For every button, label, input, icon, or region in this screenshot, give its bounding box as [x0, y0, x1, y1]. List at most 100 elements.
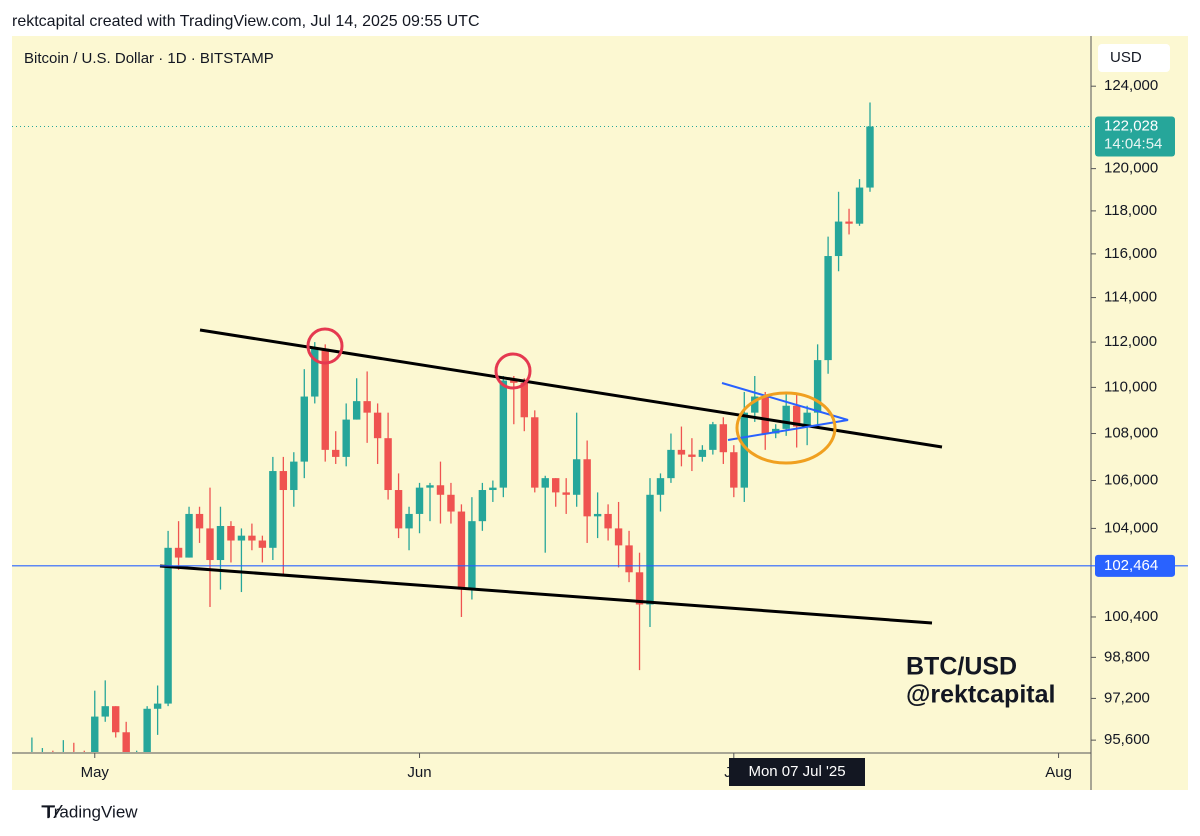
annotation: BTC/USD: [906, 653, 1017, 681]
candle-body: [91, 716, 99, 752]
candle-body: [206, 528, 214, 561]
candles: [31, 102, 874, 752]
y-tick-label: 98,800: [1104, 648, 1150, 665]
annotation: @rektcapital: [906, 681, 1055, 709]
candle-body: [677, 449, 686, 455]
candle-body: [792, 405, 801, 427]
candle-body: [290, 461, 298, 491]
candle-body: [405, 513, 413, 529]
hline-label: 102,464: [1104, 557, 1158, 574]
candle-body: [541, 478, 549, 488]
candle-body: [834, 221, 843, 257]
red-circle: [494, 352, 532, 390]
candle-body: [279, 471, 288, 491]
last-price-label: 122,028: [1104, 117, 1158, 134]
candle-body: [436, 485, 445, 495]
x-tick-label: Aug: [1045, 764, 1072, 781]
candle-body: [667, 449, 675, 479]
candle-body: [153, 703, 162, 709]
y-tick-label: 118,000: [1104, 202, 1157, 219]
candle-body: [237, 535, 246, 541]
candle-body: [740, 412, 748, 488]
orange-ellipse: [735, 391, 837, 465]
y-tick-label: 97,200: [1104, 689, 1150, 706]
y-tick-label: 110,000: [1104, 378, 1157, 395]
candle-body: [635, 572, 644, 605]
candle-body: [531, 417, 539, 488]
candle-body: [751, 396, 759, 413]
candle-body: [855, 187, 864, 224]
drawings: [159, 327, 943, 625]
candle-body: [824, 256, 832, 361]
chart-title: Bitcoin / U.S. Dollar · 1D · BITSTAMP: [24, 50, 274, 67]
candle-body: [478, 490, 487, 522]
candle-body: [625, 545, 633, 573]
candle-body: [552, 478, 560, 493]
candle-body: [195, 513, 204, 529]
candle-body: [813, 360, 822, 413]
candle-body: [614, 528, 623, 546]
candle-body: [457, 511, 466, 590]
y-tick-label: 114,000: [1104, 289, 1157, 306]
candle-body: [782, 405, 790, 429]
header: rektcapital created with TradingView.com…: [12, 13, 480, 30]
candle-body: [384, 438, 392, 491]
candle-body: [572, 459, 581, 495]
x-tick-label: Jun: [407, 764, 431, 781]
y-tick-label: 108,000: [1104, 424, 1158, 441]
candle-body: [311, 348, 319, 397]
y-axis-label: USD: [1110, 49, 1142, 66]
y-tick-label: 112,000: [1104, 333, 1157, 350]
x-tick-label: May: [81, 764, 110, 781]
candle-body: [730, 452, 738, 488]
candle-body: [489, 487, 497, 491]
candle-body: [101, 706, 109, 717]
y-tick-label: 104,000: [1104, 519, 1158, 536]
candle-body: [698, 449, 707, 457]
candle-body: [688, 454, 696, 457]
currency-box: [1098, 44, 1170, 72]
candle-body: [164, 547, 172, 704]
candle-body: [803, 412, 811, 427]
y-tick-label: 95,600: [1104, 731, 1150, 748]
candle-body: [866, 126, 874, 188]
candle-body: [112, 706, 120, 733]
candle-body: [719, 424, 728, 453]
candle-body: [363, 401, 371, 413]
candle-body: [499, 380, 508, 488]
candle-body: [185, 513, 193, 558]
y-tick-label: 100,400: [1104, 608, 1158, 625]
candle-body: [300, 396, 308, 462]
candle-body: [646, 494, 654, 605]
crosshair-label: Mon 07 Jul '25: [748, 763, 845, 780]
candle-body: [143, 708, 151, 752]
logo-mark: ⊤⁄: [40, 802, 63, 822]
candle-body: [761, 396, 769, 434]
candle-body: [468, 521, 476, 590]
candle-body: [394, 490, 403, 529]
candle-body: [174, 547, 183, 558]
candle-body: [709, 424, 717, 450]
candle-body: [248, 535, 256, 541]
red-circle: [306, 327, 344, 365]
candle-body: [426, 485, 434, 488]
candle-body: [604, 513, 612, 529]
y-tick-label: 116,000: [1104, 245, 1157, 262]
candle-body: [122, 732, 130, 752]
candle-body: [321, 348, 329, 450]
candle-body: [373, 412, 382, 439]
candle-body: [332, 449, 340, 457]
candle-body: [258, 540, 267, 548]
trend-line: [159, 564, 933, 625]
crosshair-box: [729, 758, 865, 786]
candle-body: [227, 525, 235, 541]
countdown-label: 14:04:54: [1104, 135, 1162, 152]
candle-body: [447, 494, 455, 512]
candle-body: [593, 513, 602, 517]
candle-body: [510, 380, 518, 383]
candle-body: [656, 478, 665, 495]
hline-label-box: [1095, 554, 1175, 577]
candle-body: [562, 492, 570, 495]
